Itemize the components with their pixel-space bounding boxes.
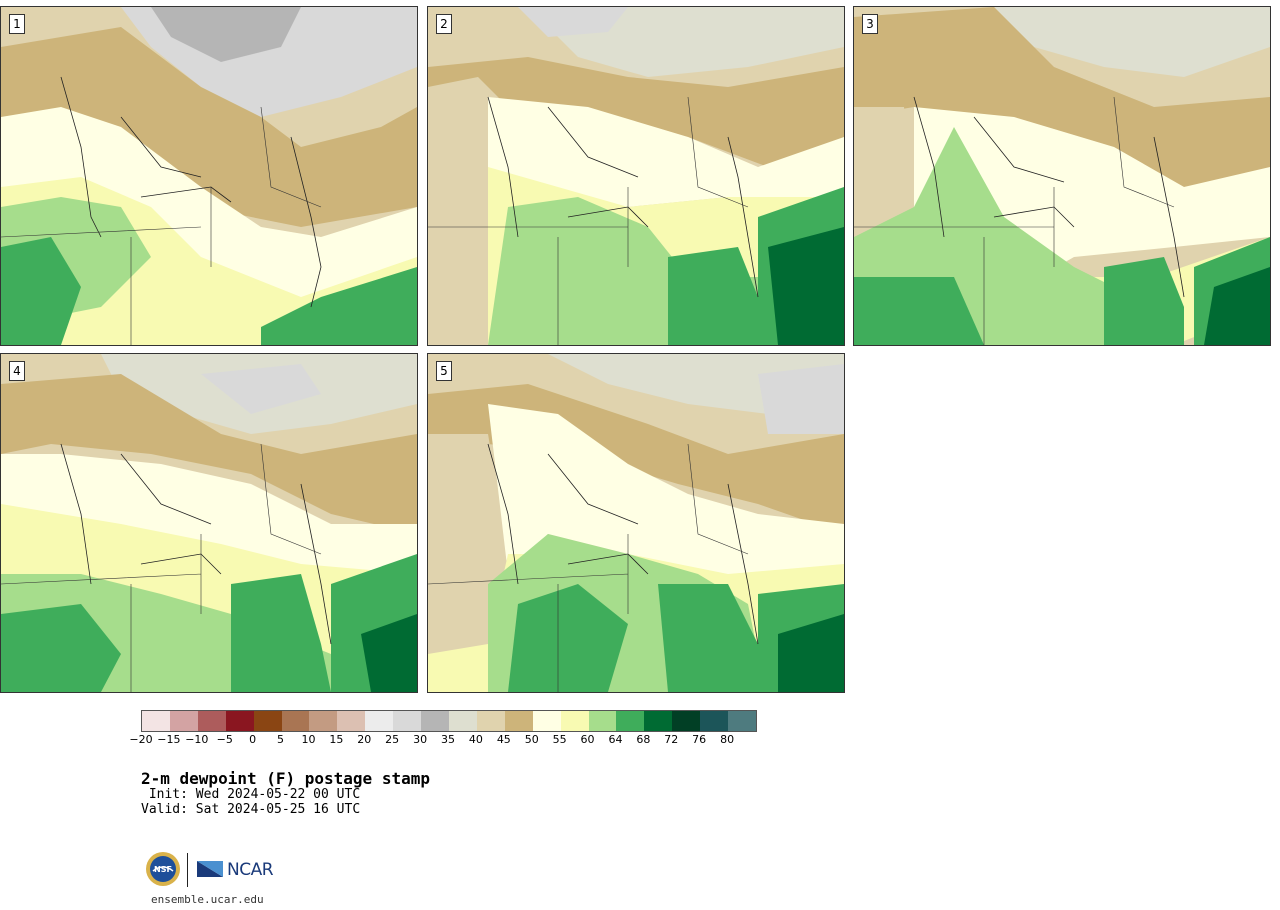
- colorbar-swatch: [253, 711, 282, 731]
- postage-stamp-panel-4[interactable]: 4: [0, 353, 418, 693]
- colorbar-tick-label: 50: [524, 733, 539, 746]
- ncar-logo-icon: [197, 861, 223, 877]
- postage-stamp-panel-5[interactable]: 5: [427, 353, 845, 693]
- colorbar-swatch: [476, 711, 505, 731]
- colorbar-tick-label: 72: [664, 733, 679, 746]
- colorbar-tick-label: 64: [608, 733, 623, 746]
- panel-number-label: 3: [862, 14, 878, 34]
- colorbar-swatch: [644, 711, 673, 731]
- dewpoint-map-3: [854, 7, 1270, 345]
- colorbar-tick-label: 25: [385, 733, 400, 746]
- colorbar-tick-label: 80: [720, 733, 735, 746]
- panel-number-label: 2: [436, 14, 452, 34]
- colorbar-tick-label: −5: [216, 733, 233, 746]
- ncar-wordmark: NCAR: [227, 860, 274, 880]
- nsf-logo-icon: NSF: [146, 852, 180, 886]
- svg-text:NSF: NSF: [154, 865, 172, 874]
- colorbar-swatch: [672, 711, 701, 731]
- colorbar-swatch: [588, 711, 617, 731]
- init-time: Init: Wed 2024-05-22 00 UTC: [141, 787, 361, 802]
- colorbar-swatch: [337, 711, 366, 731]
- colorbar-tick-label: 20: [357, 733, 372, 746]
- colorbar-tick-label: 76: [692, 733, 707, 746]
- colorbar-tick-labels: −20 −15 −10 −5 0 5 10 15 20 25 30 35 40 45 50 55 60 64 68 7…: [129, 733, 755, 747]
- colorbar-tick-label: 0: [249, 733, 257, 746]
- postage-stamp-panel-2[interactable]: 2: [427, 6, 845, 346]
- colorbar-swatch: [448, 711, 477, 731]
- colorbar-swatch: [728, 711, 756, 731]
- dewpoint-map-4: [1, 354, 417, 692]
- dewpoint-colorbar: [141, 710, 757, 732]
- panel-number-label: 4: [9, 361, 25, 381]
- colorbar-tick-label: −20: [129, 733, 153, 746]
- postage-stamp-panel-1[interactable]: 1: [0, 6, 418, 346]
- logo-divider: [187, 853, 188, 887]
- colorbar-swatch: [197, 711, 226, 731]
- panel-number-label: 5: [436, 361, 452, 381]
- panel-number-label: 1: [9, 14, 25, 34]
- colorbar-swatch: [532, 711, 561, 731]
- colorbar-swatch: [700, 711, 729, 731]
- colorbar-swatch: [225, 711, 254, 731]
- colorbar-tick-label: 15: [329, 733, 344, 746]
- colorbar-swatch: [142, 711, 170, 731]
- colorbar-tick-label: 30: [413, 733, 428, 746]
- sponsor-logos: NSF NCAR: [145, 851, 275, 889]
- colorbar-tick-label: 40: [468, 733, 483, 746]
- colorbar-swatch: [560, 711, 589, 731]
- colorbar-swatch: [169, 711, 198, 731]
- colorbar-tick-label: 45: [496, 733, 511, 746]
- dewpoint-map-1: [1, 7, 417, 345]
- postage-stamp-panel-3[interactable]: 3: [853, 6, 1271, 346]
- colorbar-swatch: [504, 711, 533, 731]
- dewpoint-map-2: [428, 7, 844, 345]
- colorbar-swatch: [281, 711, 310, 731]
- colorbar-tick-label: 10: [301, 733, 316, 746]
- colorbar-tick-label: 55: [552, 733, 567, 746]
- valid-time: Valid: Sat 2024-05-25 16 UTC: [141, 802, 361, 817]
- colorbar-tick-label: 5: [277, 733, 285, 746]
- website-url[interactable]: ensemble.ucar.edu: [151, 893, 264, 906]
- colorbar-tick-label: 68: [636, 733, 651, 746]
- colorbar-tick-label: 35: [441, 733, 455, 746]
- colorbar-tick-label: −10: [185, 733, 209, 746]
- colorbar-swatch: [616, 711, 645, 731]
- colorbar-tick-label: −15: [157, 733, 181, 746]
- colorbar-swatch: [309, 711, 338, 731]
- colorbar-swatch: [421, 711, 449, 731]
- colorbar-tick-label: 60: [580, 733, 595, 746]
- colorbar-swatch: [365, 711, 394, 731]
- colorbar-swatch: [393, 711, 422, 731]
- dewpoint-map-5: [428, 354, 844, 692]
- chart-title: 2-m dewpoint (F) postage stamp: [141, 769, 430, 788]
